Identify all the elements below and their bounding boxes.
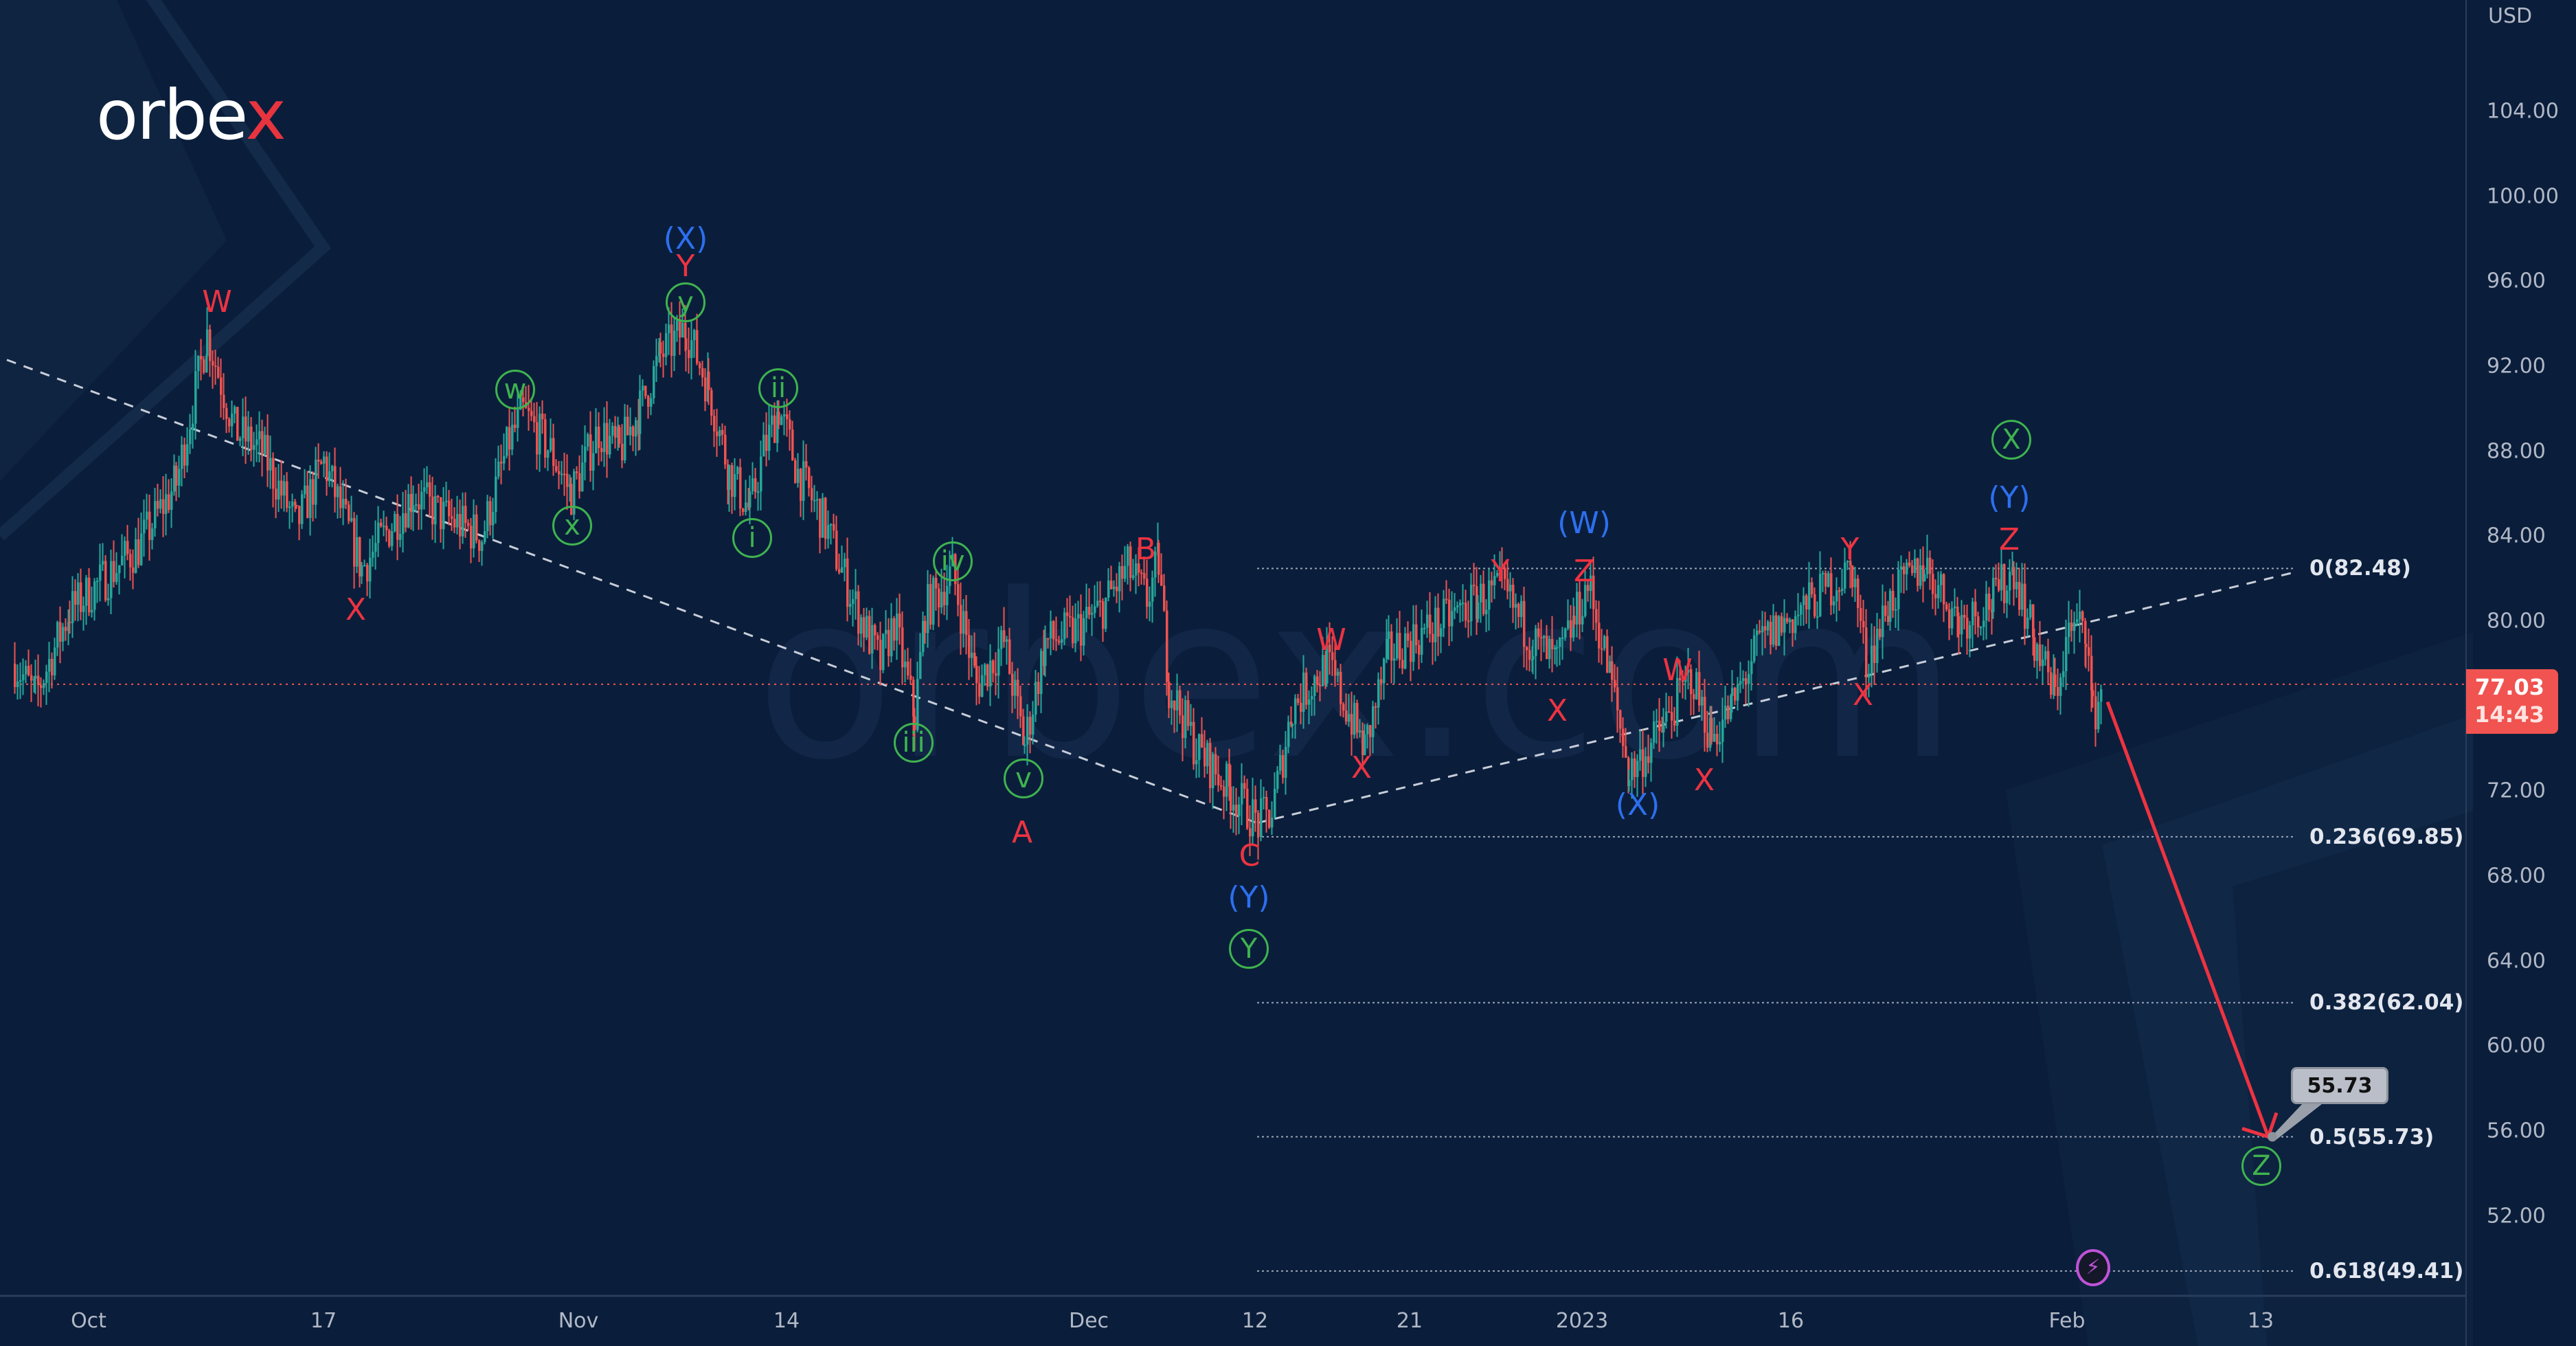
- svg-text:orbex.com: orbex.com: [756, 546, 1957, 809]
- wave-label: X: [345, 592, 367, 627]
- fib-level-label: 0.382(62.04): [2309, 990, 2464, 1016]
- time-tick: 2023: [1555, 1309, 1609, 1333]
- wave-label: Y: [676, 249, 695, 284]
- wave-label: X: [1991, 420, 2031, 460]
- price-tick: 88.00: [2487, 439, 2546, 464]
- wave-label: Y: [1491, 554, 1510, 589]
- wave-label: Y: [1229, 929, 1269, 969]
- time-tick: Oct: [71, 1309, 106, 1333]
- fib-level-label: 0.236(69.85): [2309, 824, 2464, 849]
- wave-label: X: [1693, 763, 1715, 798]
- time-tick: 21: [1396, 1309, 1423, 1333]
- price-tick: 68.00: [2487, 864, 2546, 888]
- currency-label: USD: [2488, 4, 2533, 28]
- wave-label: (X): [663, 221, 708, 256]
- price-tick: 100.00: [2487, 184, 2559, 209]
- wave-label: X: [1546, 693, 1568, 728]
- price-tick: 72.00: [2487, 778, 2546, 803]
- price-tick: 96.00: [2487, 269, 2546, 293]
- wave-label: A: [1011, 815, 1033, 850]
- wave-label: X: [1852, 677, 1874, 713]
- time-tick: 16: [1777, 1309, 1805, 1333]
- time-tick: Dec: [1068, 1309, 1109, 1333]
- current-price-value: 77.03: [2474, 674, 2544, 700]
- wave-label: W: [1316, 622, 1346, 658]
- current-price-badge: 77.03 14:43: [2466, 669, 2558, 734]
- price-tick: 60.00: [2487, 1033, 2546, 1058]
- wave-label: v: [1004, 759, 1043, 798]
- wave-label: Z: [1998, 522, 2020, 557]
- wave-label: y: [666, 282, 705, 322]
- wave-label: B: [1135, 532, 1157, 567]
- wave-label: Y: [1840, 532, 1860, 567]
- lightning-icon[interactable]: ⚡: [2076, 1249, 2110, 1286]
- wave-label: (X): [1615, 787, 1660, 822]
- wave-label: x: [552, 506, 592, 546]
- anchor-point[interactable]: [2268, 1132, 2277, 1142]
- wave-label: C: [1239, 838, 1261, 873]
- wave-label: iv: [933, 541, 973, 581]
- price-tick: 52.00: [2487, 1204, 2546, 1229]
- wave-label: W: [202, 284, 232, 319]
- candles: [14, 301, 2103, 860]
- price-tick: 92.00: [2487, 354, 2546, 379]
- wave-label: Z: [1573, 554, 1595, 589]
- fib-level-label: 0.5(55.73): [2309, 1124, 2434, 1149]
- descending-trendline[interactable]: [6, 359, 1258, 825]
- fib-level-label: 0.618(49.41): [2309, 1258, 2464, 1283]
- wave-label: w: [495, 370, 535, 410]
- price-tick: 104.00: [2487, 99, 2559, 124]
- wave-label: (Y): [1988, 480, 2031, 515]
- projection-arrow[interactable]: [2105, 701, 2270, 1138]
- price-tick: 56.00: [2487, 1119, 2546, 1143]
- wave-label: ii: [758, 368, 798, 408]
- callout-pointer: [2274, 1101, 2325, 1140]
- time-tick: 17: [310, 1309, 337, 1333]
- wave-label: iii: [894, 723, 934, 763]
- time-tick: Nov: [558, 1309, 599, 1333]
- wave-label: X: [1351, 750, 1372, 785]
- bar-countdown: 14:43: [2474, 702, 2544, 728]
- price-tick: 64.00: [2487, 949, 2546, 974]
- orbex-logo: orbex: [96, 75, 286, 155]
- target-price-callout[interactable]: 55.73: [2291, 1067, 2388, 1104]
- wave-label: Z: [2241, 1146, 2281, 1186]
- fib-level-label: 0(82.48): [2309, 556, 2411, 581]
- price-tick: 80.00: [2487, 609, 2546, 633]
- time-tick: 14: [773, 1309, 800, 1333]
- time-tick: 12: [1241, 1309, 1269, 1333]
- wave-label: (W): [1557, 506, 1611, 541]
- time-tick: Feb: [2048, 1309, 2086, 1333]
- time-tick: 13: [2247, 1309, 2274, 1333]
- wave-label: i: [732, 518, 772, 558]
- wave-label: W: [1662, 653, 1693, 688]
- price-tick: 84.00: [2487, 524, 2546, 548]
- wave-label: (Y): [1228, 880, 1270, 915]
